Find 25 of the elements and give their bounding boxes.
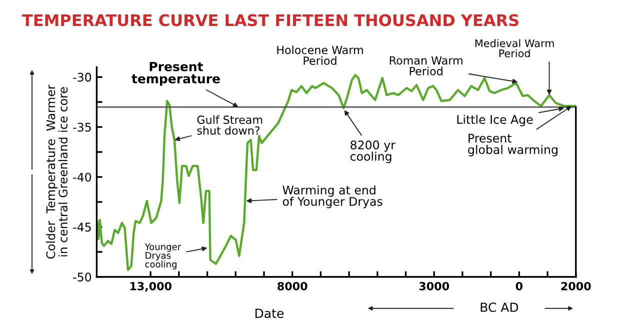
line-series <box>96 74 576 272</box>
x-tick-label: 2000 <box>561 282 591 290</box>
x-tick-label: 3000 <box>419 282 450 290</box>
annotation: Present global warming <box>468 134 558 156</box>
y-tick-label: -45 <box>73 222 91 232</box>
y-tick-label: -35 <box>73 122 91 132</box>
chart-title: TEMPERATURE CURVE LAST FIFTEEN THOUSAND YEARS <box>22 14 518 26</box>
text: BC AD <box>480 302 518 312</box>
x-tick-label: 13,000 <box>130 282 172 292</box>
y-tick-label: -40 <box>73 172 92 182</box>
annotation: Warming at end of Younger Dryas <box>282 185 382 208</box>
y-axis-title: Colder Temperature Warmer in central Greenland ice core <box>46 84 68 259</box>
annotation: Present temperature <box>132 62 220 86</box>
annotation: Roman Warm Period <box>390 56 462 76</box>
x-axis-title: Date <box>256 308 284 318</box>
annotation: Medieval Warm Period <box>475 39 554 58</box>
y-tick-label: -30 <box>73 72 92 82</box>
annotation: Younger Dryas cooling <box>144 243 182 270</box>
x-tick-label: 0 <box>516 282 523 290</box>
y-tick-label: -50 <box>73 272 92 282</box>
annotation: Little Ice Age <box>457 114 533 126</box>
annotation: Gulf Stream shut down? <box>197 115 262 135</box>
text: Holocene Warm Period <box>277 46 363 65</box>
annotation: 8200 yr cooling <box>350 140 396 164</box>
x-tick-label: 8000 <box>278 282 308 290</box>
